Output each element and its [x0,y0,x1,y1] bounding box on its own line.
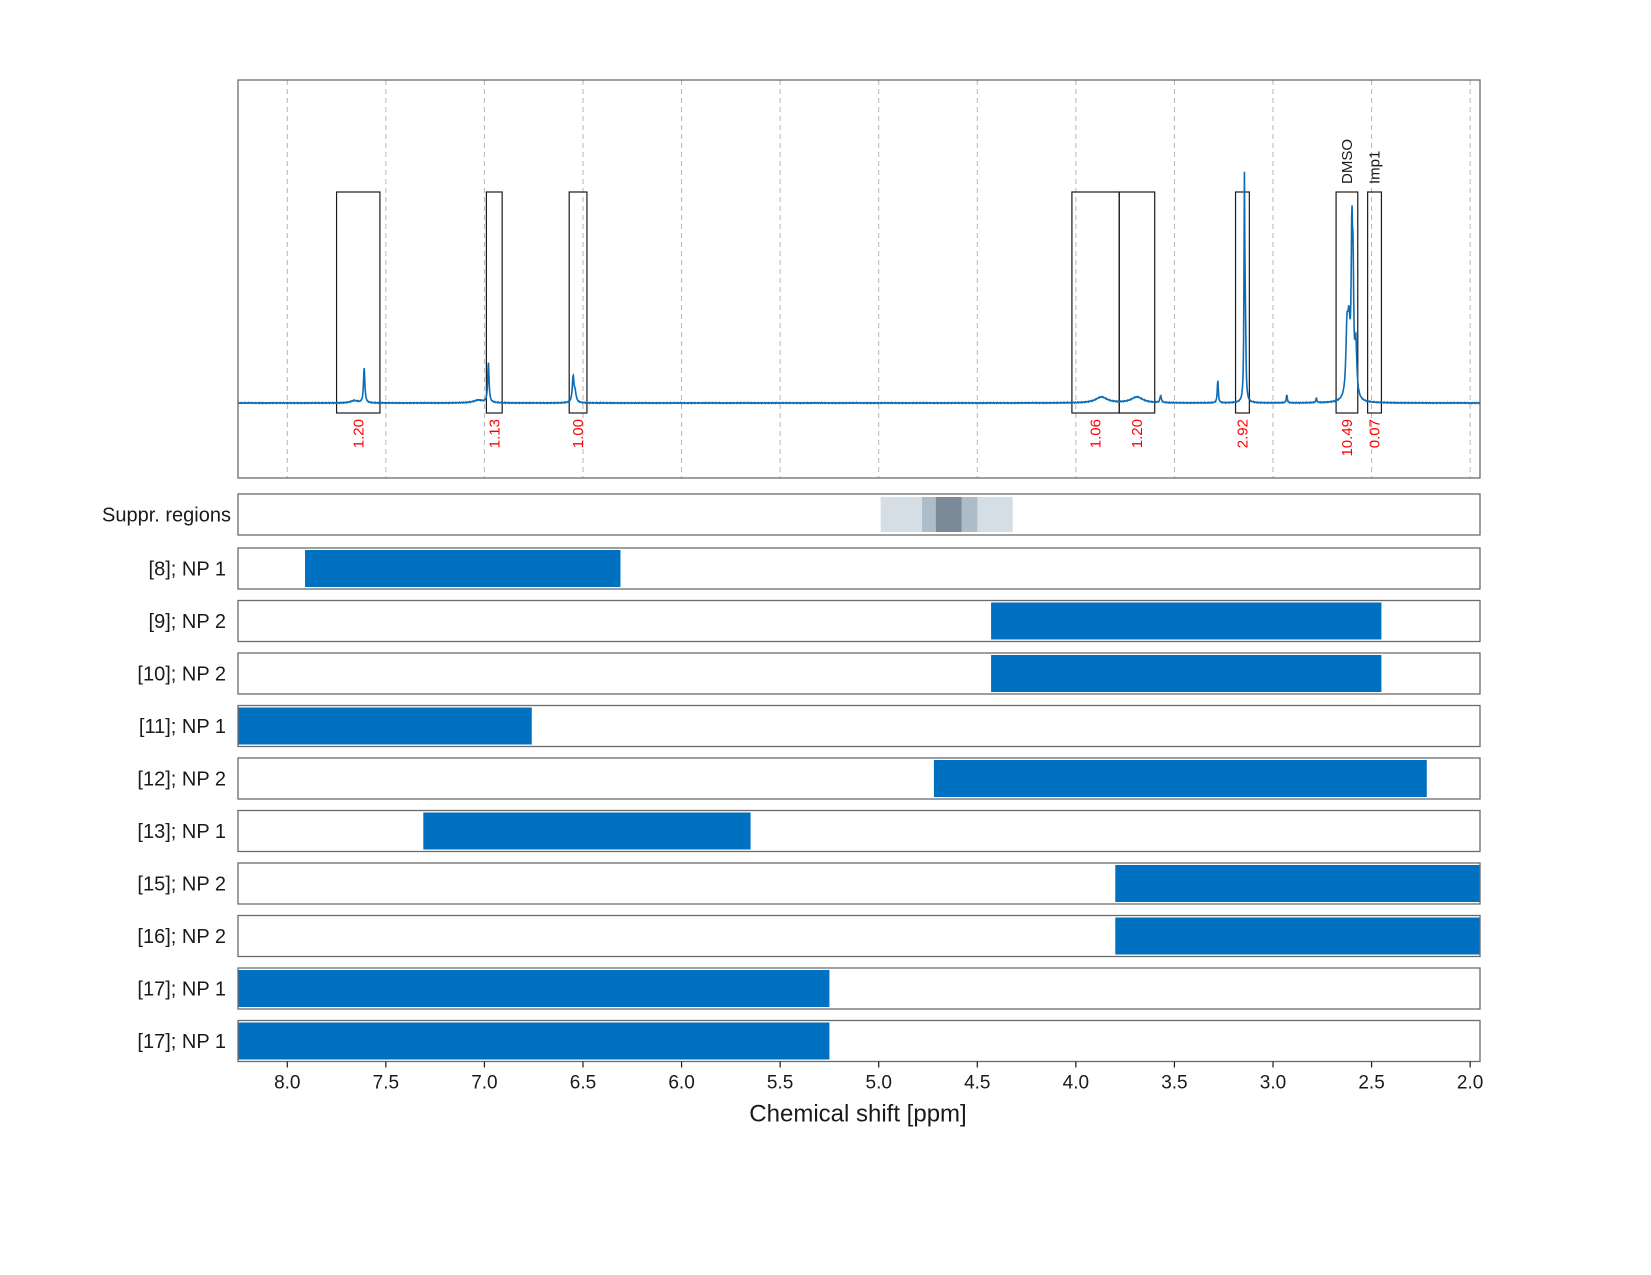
integral-value-label: 1.20 [1129,419,1146,448]
range-row: [15]; NP 2 [137,862,1481,905]
integral-value-label: 1.13 [486,419,503,448]
range-row-frame [237,809,1481,853]
integration-box [335,191,381,414]
range-row: [13]; NP 1 [137,809,1481,853]
range-row-label: [10]; NP 2 [137,664,226,686]
range-row: [12]; NP 2 [137,757,1481,800]
range-bar [991,655,1382,692]
range-row-frame [237,967,1481,1010]
spectrum-frame [237,79,1481,479]
x-tick-label: 7.0 [471,1073,497,1094]
integration-box [485,191,503,414]
range-row-frame [237,704,1481,748]
spectrum-trace [237,171,1481,405]
suppression-bands [880,497,1013,532]
range-bar [933,760,1427,797]
x-tick-label: 2.5 [1358,1073,1384,1094]
peak-assignment-label: DMSO [1339,139,1356,184]
spectrum-gridlines [286,80,1471,478]
integration-box [1234,191,1250,414]
suppression-band [935,497,962,532]
x-tick-label: 6.0 [668,1073,694,1094]
range-row-label: [17]; NP 1 [137,979,226,1001]
range-row: [17]; NP 1 [137,1019,1481,1063]
range-bar [238,1022,830,1060]
range-row: [17]; NP 1 [137,967,1481,1010]
x-tick-label: 4.0 [1063,1073,1089,1094]
range-bar [423,812,751,850]
range-row: [8]; NP 1 [149,547,1481,590]
range-bar [305,550,621,587]
range-row-frame [237,757,1481,800]
peak-assignment-label: Imp1 [1367,151,1384,184]
range-bar [238,970,830,1007]
integration-box [1367,191,1383,414]
range-row-label: [12]; NP 2 [137,769,226,791]
x-tick-label: 6.5 [570,1073,596,1094]
range-row: [10]; NP 2 [137,652,1481,695]
range-row-label: [8]; NP 1 [149,559,226,581]
range-row-label: [11]; NP 1 [139,716,226,738]
integration-box [568,191,588,414]
x-axis-ticks: 8.0 7.5 7.0 6.5 6.0 5.5 5.0 4.5 4.0 3.5 3.0 2.5 2.0 [274,1061,1483,1094]
range-row: [16]; NP 2 [137,914,1481,958]
x-axis-title: Chemical shift [ppm] [749,1101,966,1128]
integration-box [1118,191,1156,414]
integral-value-label: 1.06 [1088,419,1105,448]
x-axis: 8.0 7.5 7.0 6.5 6.0 5.5 5.0 4.5 4.0 3.5 3.0 2.5 2.0 … [274,1061,1483,1128]
integral-value-label: 1.00 [570,419,587,448]
integral-value-label: 1.20 [350,419,367,448]
range-row-frame [237,599,1481,643]
integration-box [1335,191,1359,414]
range-row-frame [237,862,1481,905]
x-tick-label: 7.5 [373,1073,399,1094]
range-row-frame [237,652,1481,695]
x-tick-label: 5.0 [866,1073,892,1094]
integral-value-label: 2.92 [1234,419,1251,448]
range-row-frame [237,1019,1481,1063]
integral-value-label: 10.49 [1339,419,1356,457]
range-row-label: [9]; NP 2 [149,611,226,633]
range-rows: [8]; NP 1 [9]; NP 2 [10]; NP 2 [11]; NP 1 [1… [137,547,1481,1063]
range-row-frame [237,914,1481,958]
range-row: [11]; NP 1 [139,704,1481,748]
x-tick-label: 5.5 [767,1073,793,1094]
integral-value-label: 0.07 [1367,419,1384,448]
x-tick-label: 4.5 [964,1073,990,1094]
suppression-row-label: Suppr. regions [102,505,231,527]
range-bar [1115,865,1480,902]
range-bar [1115,917,1480,955]
suppression-row: Suppr. regions [102,493,1481,536]
range-row-label: [13]; NP 1 [137,821,226,843]
range-row-frame [237,547,1481,590]
range-row: [9]; NP 2 [149,599,1481,643]
x-tick-label: 8.0 [274,1073,300,1094]
range-row-label: [15]; NP 2 [137,874,226,896]
x-tick-label: 2.0 [1457,1073,1483,1094]
integration-regions: 1.20 1.13 1.00 1.06 1.20 2.92 10.49 DMSO 0.07 Imp… [335,139,1384,457]
range-bar [991,602,1382,640]
suppression-frame [237,493,1481,536]
x-tick-label: 3.5 [1161,1073,1187,1094]
range-bar [238,707,532,745]
spectrum-panel: 1.20 1.13 1.00 1.06 1.20 2.92 10.49 DMSO 0.07 Imp… [237,79,1481,479]
range-row-label: [17]; NP 1 [137,1031,226,1053]
range-row-label: [16]; NP 2 [137,926,226,948]
x-tick-label: 3.0 [1260,1073,1286,1094]
